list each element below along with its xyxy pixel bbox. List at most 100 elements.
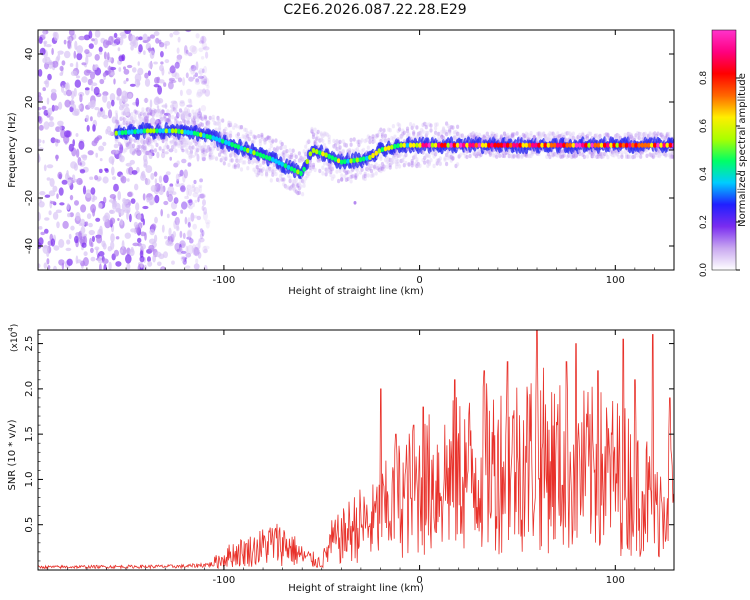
ridge-halo [407, 162, 411, 167]
ridge-halo [315, 136, 319, 141]
ridge-halo [311, 132, 316, 138]
ridge-halo [257, 168, 261, 173]
noise-blob [179, 230, 183, 238]
noise-blob [186, 184, 192, 190]
noise-blob [163, 251, 168, 259]
ridge-halo [409, 122, 413, 127]
noise-blob [94, 30, 101, 38]
ridge-halo [257, 171, 261, 176]
ridge-halo [152, 118, 156, 123]
noise-blob [70, 225, 75, 231]
ridge-halo [327, 140, 331, 145]
ridge-halo [456, 124, 460, 129]
ridge-halo [142, 140, 147, 145]
noise-blob [44, 217, 50, 221]
ridge-halo [402, 154, 406, 159]
noise-blob [64, 83, 69, 90]
ridge-halo [415, 125, 419, 130]
ridge-halo [435, 131, 439, 137]
ridge-halo [127, 112, 131, 118]
ridge-halo [288, 175, 292, 181]
ridge-halo [363, 171, 367, 177]
ridge-halo [155, 142, 159, 148]
ridge-halo [440, 134, 444, 139]
ridge-halo [362, 147, 366, 153]
ridge-halo [368, 166, 372, 171]
noise-blob [198, 47, 204, 53]
ridge-core [302, 166, 306, 172]
ridge-halo [172, 144, 176, 150]
noise-blob [107, 52, 110, 61]
ridge-halo [327, 134, 331, 139]
ridge-halo [122, 149, 126, 154]
ridge-halo [196, 114, 200, 119]
ridge-halo [213, 143, 217, 149]
ridge-halo [272, 162, 276, 167]
noise-blob [123, 106, 130, 117]
ridge-halo [127, 118, 131, 123]
ridge-core [483, 142, 488, 148]
snr-y-tick-label: 1.0 [24, 471, 35, 487]
colorbar-tick-label: 0.4 [699, 167, 709, 182]
noise-blob [82, 257, 89, 267]
noise-blob [174, 72, 180, 80]
ridge-halo [210, 152, 214, 157]
noise-blob [179, 101, 186, 107]
ridge-halo [373, 166, 377, 171]
ridge-halo [319, 132, 323, 137]
ridge-halo [473, 152, 477, 157]
ridge-halo [250, 160, 255, 165]
ridge-halo [183, 139, 187, 145]
ridge-halo [477, 154, 482, 159]
ridge-core [624, 142, 629, 148]
ridge-halo [332, 144, 336, 149]
ridge-halo [373, 164, 377, 170]
ridge-halo [241, 140, 245, 146]
ridge-halo [363, 173, 367, 179]
ridge-core [383, 146, 388, 152]
noise-blob [88, 30, 93, 39]
ridge-halo [163, 117, 167, 123]
noise-blob [172, 141, 179, 147]
ridge-halo [131, 143, 136, 148]
ridge-halo [308, 165, 312, 170]
noise-blob [179, 89, 183, 97]
ridge-halo [216, 146, 220, 151]
noise-blob [49, 116, 54, 121]
ridge-halo [144, 139, 148, 144]
y-tick-label: 0 [24, 147, 35, 153]
noise-blob [154, 178, 158, 185]
noise-blob [140, 143, 148, 153]
ridge-halo [214, 121, 219, 126]
ridge-halo [454, 134, 458, 139]
noise-blob [150, 223, 157, 230]
ridge-halo [263, 137, 267, 143]
ridge-halo [310, 128, 314, 133]
ridge-halo [283, 144, 287, 150]
noise-blob [183, 169, 188, 179]
ridge-halo [418, 131, 422, 136]
ridge-halo [293, 187, 297, 192]
ridge-halo [274, 147, 278, 153]
noise-blob [83, 251, 88, 257]
colorbar-tick-label: 0.2 [699, 215, 709, 229]
ridge-halo [344, 170, 348, 175]
ridge-halo [265, 169, 269, 175]
ridge-halo [221, 155, 225, 161]
noise-blob [92, 124, 96, 132]
ridge-halo [138, 115, 142, 120]
ridge-core [665, 142, 670, 148]
ridge-halo [265, 168, 269, 173]
ridge-core [242, 146, 247, 152]
ridge-halo [318, 138, 322, 143]
noise-blob [188, 189, 192, 197]
ridge-halo [236, 164, 240, 169]
ridge-halo [357, 142, 361, 148]
ridge-halo [360, 138, 364, 143]
ridge-halo [415, 160, 419, 165]
ridge-halo [495, 132, 499, 138]
ridge-halo [404, 160, 408, 166]
ridge-halo [131, 151, 136, 156]
ridge-halo [246, 134, 250, 139]
ridge-halo [438, 156, 442, 161]
